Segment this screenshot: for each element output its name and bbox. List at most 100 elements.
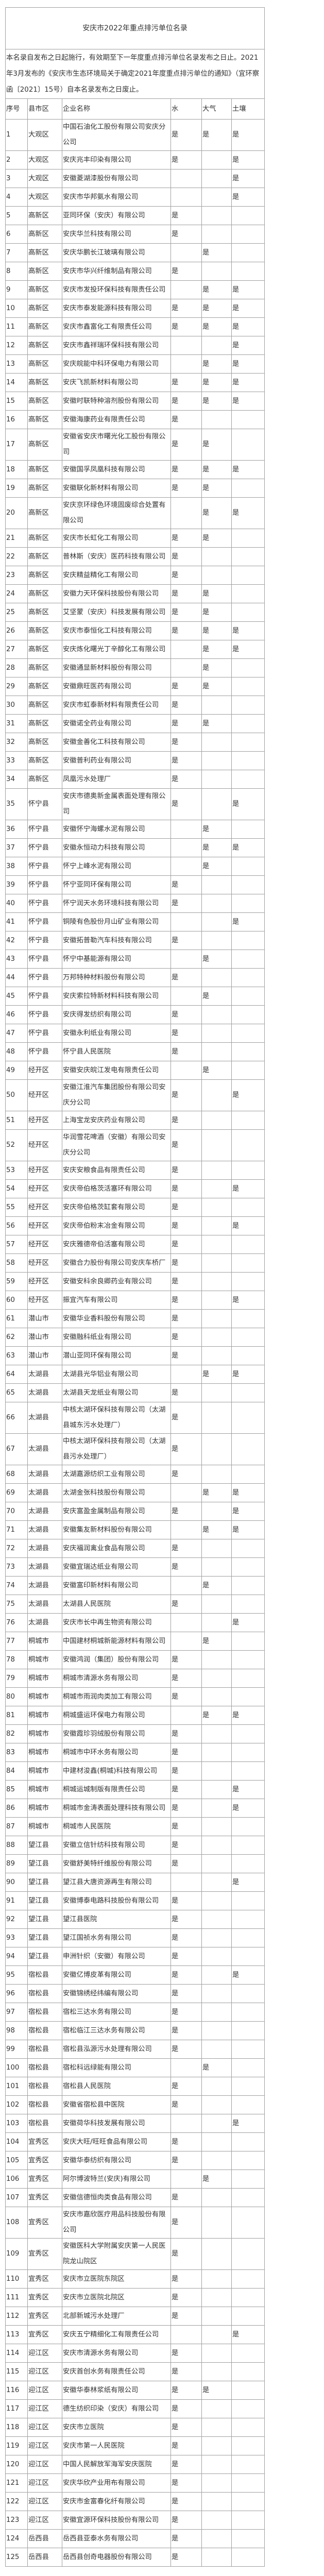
cell-district: 高新区 xyxy=(27,392,62,411)
cell-serial: 102 xyxy=(5,2095,28,2114)
cell-air xyxy=(201,788,232,820)
cell-soil xyxy=(231,2170,265,2189)
cell-air xyxy=(201,336,232,355)
cell-air xyxy=(201,2188,232,2207)
cell-company: 凤凰污水处理厂 xyxy=(62,770,171,789)
cell-district: 大观区 xyxy=(27,188,62,207)
cell-water: 是 xyxy=(170,392,202,411)
table-row: 46 怀宁县 安庆得发纺织有限公司是 xyxy=(5,1005,265,1024)
cell-serial: 4 xyxy=(5,188,28,207)
cell-serial: 97 xyxy=(5,2003,28,2022)
cell-air xyxy=(201,2548,232,2567)
cell-company: 安徽博泰电路科技股份有限公司 xyxy=(62,1891,171,1910)
cell-company: 太湖县光华铝业有限公司 xyxy=(62,1365,171,1384)
cell-district: 高新区 xyxy=(27,280,62,299)
table-row: 115 迎江区 安庆首创水务有限责任公司是 xyxy=(5,2362,265,2381)
cell-district: 宜秀区 xyxy=(27,2132,62,2151)
cell-district: 怀宁县 xyxy=(27,1024,62,1043)
cell-district: 宜秀区 xyxy=(27,2238,62,2270)
cell-serial: 62 xyxy=(5,1328,28,1347)
cell-serial: 16 xyxy=(5,410,28,429)
cell-district: 岳西县 xyxy=(27,2529,62,2548)
cell-soil: 是 xyxy=(231,1799,265,1818)
table-row: 106 宜秀区 阿尔博波特兰(安庆)有限公司 是 xyxy=(5,2170,265,2189)
cell-company: 安庆市发投环保科技有限责任公司 xyxy=(62,280,171,299)
cell-water: 是 xyxy=(170,2548,202,2567)
cell-soil: 是 xyxy=(231,354,265,374)
cell-serial: 98 xyxy=(5,2021,28,2040)
header-water: 水 xyxy=(170,98,202,120)
cell-company: 安徽集友新材料股份有限公司 xyxy=(62,1520,171,1539)
cell-serial: 37 xyxy=(5,838,28,857)
table-row: 73 太湖县 安徽宜瑞达纸业有限公司是 xyxy=(5,1557,265,1577)
cell-soil xyxy=(231,2095,265,2114)
cell-water: 是 xyxy=(170,1161,202,1180)
table-row: 88 望江县 安徽立信针纺科技有限公司是 xyxy=(5,1836,265,1855)
cell-company: 安徽江淮汽车集团股份有限公司安庆分公司 xyxy=(62,1079,171,1111)
cell-water: 是 xyxy=(170,1595,202,1614)
cell-air xyxy=(201,1198,232,1217)
cell-district: 太湖县 xyxy=(27,1539,62,1558)
cell-air xyxy=(201,912,232,931)
cell-water: 是 xyxy=(170,714,202,733)
table-row: 45 怀宁县 安庆索拉特新材料科技有限公司 是 xyxy=(5,987,265,1006)
cell-air xyxy=(201,1891,232,1910)
cell-air xyxy=(201,1179,232,1198)
cell-air xyxy=(201,206,232,225)
cell-company: 安徽通显新材料股份有限公司 xyxy=(62,658,171,677)
cell-air xyxy=(201,1502,232,1521)
cell-soil xyxy=(231,262,265,281)
cell-company: 安徽拓普勒汽车科技有限公司 xyxy=(62,931,171,950)
table-row: 49 经开区 安徽安庆皖江发电有限责任公司 是 xyxy=(5,1061,265,1080)
cell-company: 太湖嘉源纺织工业有限公司 xyxy=(62,1465,171,1484)
cell-company: 岳西县创奇电器股份有限公司 xyxy=(62,2548,171,2567)
table-row: 30 高新区 安庆市虹泰新材料有限责任公司是 xyxy=(5,696,265,715)
table-row: 81 桐城市 桐城盛运环保电力有限公司 是是 xyxy=(5,1706,265,1725)
cell-district: 怀宁县 xyxy=(27,857,62,876)
cell-serial: 46 xyxy=(5,1005,28,1024)
table-row: 67 太湖县 中核太湖环保科技有限公司（太湖县污水处理厂）是 xyxy=(5,1433,265,1465)
cell-district: 高新区 xyxy=(27,584,62,603)
table-row: 26 高新区 安庆市泰恒化工科技有限公司是是是 xyxy=(5,621,265,640)
cell-serial: 31 xyxy=(5,714,28,733)
cell-air xyxy=(201,2418,232,2437)
cell-company: 宿松三达水务有限公司 xyxy=(62,2003,171,2022)
cell-serial: 3 xyxy=(5,169,28,188)
cell-company: 安徽诺全药业有限公司 xyxy=(62,714,171,733)
cell-serial: 19 xyxy=(5,479,28,498)
table-row: 121 迎江区 安庆华欣产业用布有限公司是 xyxy=(5,2473,265,2493)
cell-water: 是 xyxy=(170,2238,202,2270)
cell-water: 是 xyxy=(170,1272,202,1291)
cell-district: 太湖县 xyxy=(27,1402,62,1434)
cell-district: 高新区 xyxy=(27,225,62,244)
cell-serial: 103 xyxy=(5,2114,28,2133)
table-row: 91 望江县 安徽博泰电路科技股份有限公司是 xyxy=(5,1891,265,1910)
cell-soil xyxy=(231,2288,265,2307)
cell-company: 安徽舒美特纤维股份有限公司 xyxy=(62,1854,171,1873)
cell-serial: 93 xyxy=(5,1928,28,1947)
cell-district: 望江县 xyxy=(27,1854,62,1873)
cell-district: 桐城市 xyxy=(27,1687,62,1706)
cell-air: 是 xyxy=(201,2170,232,2189)
cell-air xyxy=(201,2003,232,2022)
cell-air xyxy=(201,2473,232,2493)
table-row: 31 高新区 安徽诺全药业有限公司是是 xyxy=(5,714,265,733)
cell-soil xyxy=(231,479,265,498)
cell-soil xyxy=(231,1891,265,1910)
table-row: 2 大观区 安庆兆丰印染有限公司是是 xyxy=(5,150,265,170)
cell-serial: 88 xyxy=(5,1836,28,1855)
cell-air: 是 xyxy=(201,640,232,659)
cell-district: 桐城市 xyxy=(27,1706,62,1725)
cell-serial: 112 xyxy=(5,2307,28,2326)
cell-water: 是 xyxy=(170,2362,202,2381)
table-row: 78 桐城市 安徽鸿润（集团）股份有限公司是 xyxy=(5,1650,265,1669)
cell-soil xyxy=(231,2548,265,2567)
cell-company: 安庆市华兴纤维制品有限公司 xyxy=(62,262,171,281)
cell-company: 安徽力天环保科技股份有限公司 xyxy=(62,584,171,603)
cell-soil xyxy=(231,529,265,548)
cell-district: 太湖县 xyxy=(27,1465,62,1484)
cell-soil xyxy=(231,2207,265,2239)
cell-district: 桐城市 xyxy=(27,1724,62,1743)
notice-row: 本名录自发布之日起施行，有效期至下一年度重点排污单位名录发布之日止。2021年3… xyxy=(5,49,265,99)
cell-company: 桐城运城制版有限责任公司 xyxy=(62,1780,171,1799)
